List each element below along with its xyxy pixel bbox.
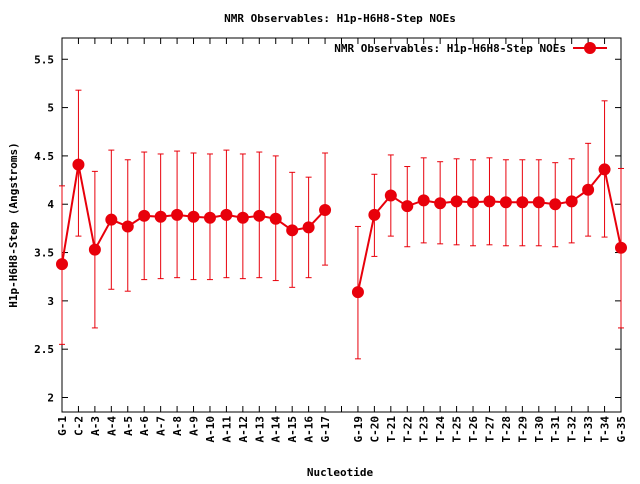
data-point	[351, 286, 364, 299]
x-tick-label: G-19	[352, 416, 365, 443]
data-point	[368, 208, 381, 221]
data-point	[532, 196, 545, 209]
x-tick-label: A-13	[253, 416, 266, 443]
x-tick-label: A-9	[188, 416, 201, 436]
x-axis-label: Nucleotide	[307, 466, 374, 479]
data-point	[582, 183, 595, 196]
x-tick-label: T-29	[516, 416, 529, 443]
data-point	[72, 158, 85, 171]
x-tick-label: A-10	[204, 416, 217, 443]
x-tick-label: A-3	[89, 416, 102, 436]
data-point	[187, 210, 200, 223]
y-tick-label: 2	[47, 392, 54, 405]
data-point	[286, 224, 299, 237]
data-point	[56, 258, 68, 271]
data-point	[401, 200, 414, 213]
data-point	[88, 243, 101, 256]
data-point	[467, 196, 480, 209]
x-tick-label: T-24	[434, 416, 447, 443]
data-point	[138, 209, 151, 222]
data-point	[565, 195, 578, 208]
y-tick-label: 3	[47, 295, 54, 308]
x-tick-label: G-17	[319, 416, 332, 443]
x-tick-label: C-20	[368, 416, 381, 443]
data-point	[154, 210, 167, 223]
x-tick-label: T-31	[549, 416, 562, 443]
x-tick-label: T-27	[483, 416, 496, 443]
data-point	[483, 195, 496, 208]
legend-marker	[584, 42, 596, 54]
y-tick-label: 4.5	[34, 150, 54, 163]
x-tick-label: T-32	[566, 416, 579, 443]
x-tick-label: A-15	[286, 416, 299, 443]
x-tick-label: A-7	[155, 416, 168, 436]
legend-label: NMR Observables: H1p-H6H8-Step NOEs	[334, 42, 566, 55]
x-tick-label: T-23	[418, 416, 431, 443]
chart-title: NMR Observables: H1p-H6H8-Step NOEs	[224, 12, 456, 25]
x-tick-label: C-2	[72, 416, 85, 436]
y-axis-label: H1p-H6H8-Step (Angstroms)	[7, 142, 20, 308]
data-point	[220, 208, 233, 221]
data-point	[121, 220, 134, 233]
x-tick-label: T-30	[533, 416, 546, 443]
y-tick-label: 3.5	[34, 247, 54, 260]
data-point	[499, 196, 512, 209]
data-point	[319, 204, 332, 217]
x-tick-label: G-35	[615, 416, 628, 443]
data-point	[516, 196, 529, 209]
data-point	[105, 213, 118, 226]
data-point	[384, 189, 397, 202]
x-tick-label: A-6	[138, 416, 151, 436]
data-point	[236, 211, 249, 224]
x-tick-label: A-4	[105, 416, 118, 436]
x-tick-label: T-25	[451, 416, 464, 443]
data-point	[434, 197, 447, 210]
y-tick-label: 5.5	[34, 53, 54, 66]
data-point	[549, 198, 562, 211]
x-tick-label: A-14	[270, 416, 283, 443]
data-point	[253, 209, 266, 222]
y-tick-label: 4	[47, 198, 54, 211]
data-point	[417, 194, 430, 207]
plot-frame	[61, 37, 622, 413]
x-tick-label: T-33	[582, 416, 595, 443]
x-tick-label: A-11	[220, 416, 233, 443]
y-tick-label: 2.5	[34, 343, 54, 356]
y-tick-label: 5	[47, 102, 54, 115]
x-tick-label: A-12	[237, 416, 250, 443]
data-point	[598, 163, 611, 176]
x-tick-label: T-28	[500, 416, 513, 443]
data-point	[269, 212, 282, 225]
x-tick-label: T-21	[385, 416, 398, 443]
x-tick-label: A-16	[303, 416, 316, 443]
x-tick-label: T-34	[599, 416, 612, 443]
data-point	[615, 241, 627, 254]
x-tick-label: G-1	[56, 416, 69, 436]
x-tick-label: T-22	[401, 416, 414, 443]
x-tick-label: A-8	[171, 416, 184, 436]
data-point	[450, 195, 463, 208]
data-point	[302, 221, 315, 234]
x-tick-label: T-26	[467, 416, 480, 443]
data-point	[171, 208, 184, 221]
data-point	[203, 211, 216, 224]
x-tick-label: A-5	[122, 416, 135, 436]
